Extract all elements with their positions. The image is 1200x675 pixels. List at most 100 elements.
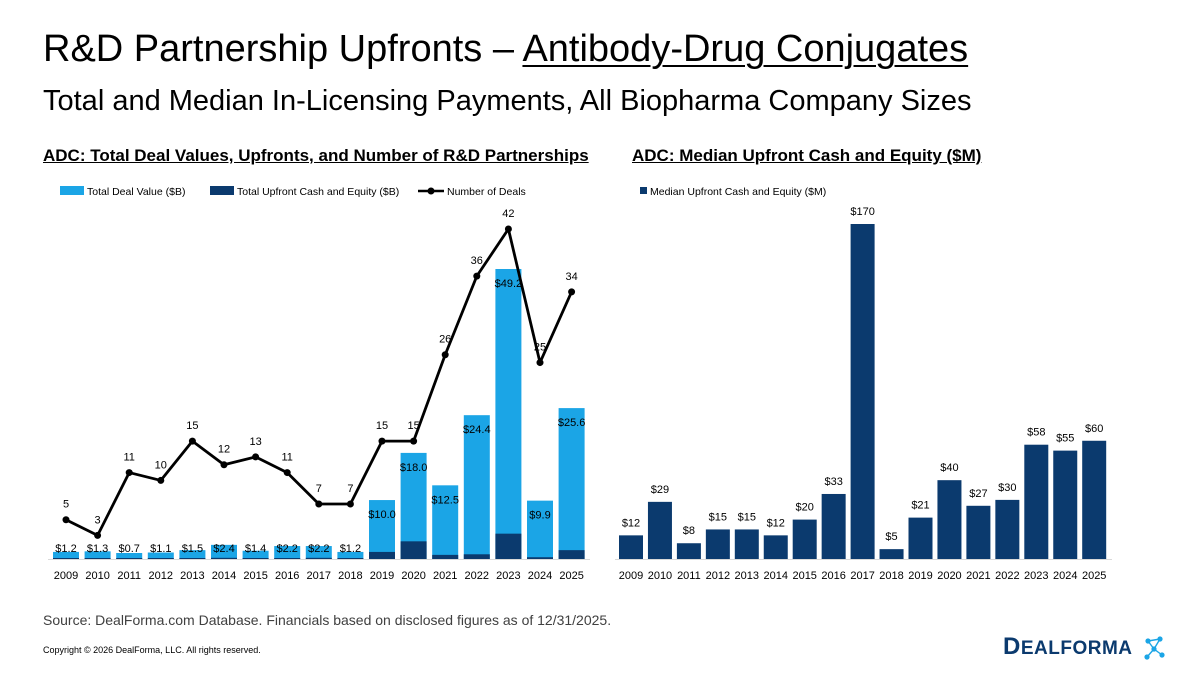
- left-x-tick-label: 2009: [54, 570, 78, 582]
- left-x-tick-label: 2023: [496, 570, 520, 582]
- median-upfront-label: $20: [796, 502, 814, 514]
- total-deal-value-label: $2.4: [213, 543, 234, 555]
- title-underlined: Antibody-Drug Conjugates: [522, 28, 969, 70]
- total-deal-value-label: $18.0: [400, 462, 428, 474]
- right-x-tick-label: 2025: [1082, 570, 1106, 582]
- total-deal-value-bar: [274, 546, 301, 559]
- right-x-tick-label: 2021: [966, 570, 990, 582]
- legend-swatch-total-deal-value: [60, 186, 84, 195]
- upfront-bar: [369, 551, 395, 559]
- left-x-tick-label: 2018: [338, 570, 362, 582]
- legend-label-number-of-deals: Number of Deals: [447, 186, 526, 198]
- left-x-tick-label: 2024: [528, 570, 552, 582]
- median-upfront-bar: [676, 543, 701, 559]
- number-of-deals-point: [346, 500, 354, 508]
- number-of-deals-label: 10: [155, 459, 167, 471]
- left-chart-title: ADC: Total Deal Values, Upfronts, and Nu…: [43, 146, 589, 165]
- median-upfront-label: $5: [885, 531, 897, 543]
- total-deal-value-bar: [495, 269, 522, 559]
- total-deal-value-label: $1.1: [150, 543, 171, 555]
- legend-label-median-upfront: Median Upfront Cash and Equity ($M): [650, 186, 826, 198]
- number-of-deals-point: [315, 500, 323, 508]
- total-deal-value-label: $1.5: [182, 543, 203, 555]
- median-upfront-bar: [734, 529, 759, 559]
- median-upfront-label: $15: [738, 511, 756, 523]
- legend-marker-number-of-deals: [427, 187, 435, 195]
- median-upfront-bar: [995, 499, 1020, 559]
- left-x-tick-label: 2019: [370, 570, 394, 582]
- logo-network-icon: [1144, 636, 1165, 660]
- right-chart-title: ADC: Median Upfront Cash and Equity ($M): [632, 146, 982, 165]
- left-x-tick-label: 2011: [117, 570, 141, 582]
- upfront-bar: [527, 557, 553, 559]
- number-of-deals-label: 7: [347, 483, 353, 495]
- page-title: R&D Partnership Upfronts – Antibody-Drug…: [43, 26, 968, 72]
- median-upfront-bar: [763, 535, 788, 559]
- upfront-bar: [242, 558, 269, 559]
- left-x-tick-label: 2017: [307, 570, 331, 582]
- right-x-tick-label: 2020: [937, 570, 961, 582]
- total-deal-value-bar: [84, 551, 111, 559]
- median-upfront-label: $30: [998, 482, 1016, 494]
- left-x-tick-label: 2012: [149, 570, 173, 582]
- total-deal-value-label: $1.2: [55, 543, 76, 555]
- median-upfront-bar: [705, 529, 730, 559]
- right-x-tick-label: 2024: [1053, 570, 1077, 582]
- number-of-deals-point: [473, 272, 481, 280]
- number-of-deals-point: [504, 225, 512, 233]
- number-of-deals-point: [188, 437, 196, 445]
- median-upfront-label: $40: [940, 462, 958, 474]
- source-note: Source: DealForma.com Database. Financia…: [43, 612, 612, 628]
- median-upfront-label: $12: [622, 517, 640, 529]
- page-subtitle: Total and Median In-Licensing Payments, …: [43, 85, 972, 117]
- right-x-tick-label: 2022: [995, 570, 1019, 582]
- number-of-deals-label: 42: [502, 208, 514, 220]
- median-upfront-label: $21: [911, 500, 929, 512]
- upfront-bar: [53, 558, 79, 559]
- number-of-deals-label: 11: [281, 452, 292, 464]
- median-upfront-label: $33: [824, 476, 842, 488]
- total-deal-value-label: $2.2: [276, 543, 297, 555]
- legend-label-total-deal-value: Total Deal Value ($B): [87, 186, 185, 198]
- upfront-bar: [495, 533, 522, 559]
- upfront-bar: [211, 557, 237, 559]
- number-of-deals-label: 5: [63, 499, 69, 511]
- total-deal-value-label: $0.7: [118, 543, 139, 555]
- upfront-bar: [179, 558, 206, 559]
- number-of-deals-point: [441, 351, 449, 359]
- number-of-deals-label: 11: [123, 452, 134, 464]
- total-deal-value-label: $12.5: [431, 494, 459, 506]
- left-x-tick-label: 2016: [275, 570, 299, 582]
- number-of-deals-label: 3: [95, 514, 101, 526]
- legend-swatch-median-upfront: [640, 187, 647, 194]
- median-upfront-label: $60: [1085, 423, 1103, 435]
- right-x-tick-label: 2018: [879, 570, 903, 582]
- right-x-tick-label: 2010: [648, 570, 672, 582]
- median-upfront-label: $58: [1027, 427, 1045, 439]
- left-x-tick-label: 2025: [559, 570, 583, 582]
- number-of-deals-point: [252, 453, 260, 461]
- total-deal-value-bar: [337, 551, 364, 559]
- number-of-deals-point: [94, 531, 102, 539]
- upfront-bar: [274, 558, 301, 559]
- total-deal-value-bar: [53, 551, 79, 559]
- number-of-deals-point: [125, 469, 133, 477]
- right-x-tick-label: 2014: [764, 570, 788, 582]
- median-upfront-label: $8: [683, 525, 695, 537]
- number-of-deals-point: [536, 359, 544, 367]
- number-of-deals-point: [568, 288, 576, 296]
- median-upfront-bar: [879, 549, 904, 559]
- number-of-deals-point: [62, 516, 70, 524]
- number-of-deals-point: [220, 461, 228, 469]
- number-of-deals-label: 13: [249, 436, 261, 448]
- total-deal-value-bar: [305, 546, 332, 559]
- median-upfront-label: $15: [709, 511, 727, 523]
- number-of-deals-point: [157, 476, 165, 484]
- median-upfront-bar: [1024, 444, 1049, 559]
- total-deal-value-bar: [463, 415, 490, 559]
- right-x-tick-label: 2011: [677, 570, 701, 582]
- total-deal-value-bar: [369, 500, 395, 559]
- total-deal-value-label: $2.2: [308, 543, 329, 555]
- legend-swatch-total-upfront: [210, 186, 234, 195]
